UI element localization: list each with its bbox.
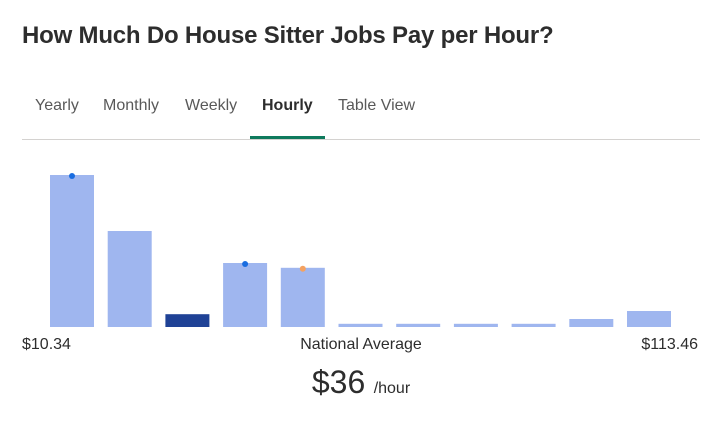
bar-marker-dot <box>299 265 306 272</box>
pay-histogram-chart <box>50 173 671 327</box>
histogram-bar[interactable] <box>396 323 441 327</box>
tab-weekly[interactable]: Weekly <box>185 86 237 136</box>
histogram-bar[interactable] <box>280 267 325 327</box>
range-max-label: $113.46 <box>641 336 698 353</box>
national-average: $36 /hour <box>0 364 722 401</box>
bar-marker-dot <box>242 261 249 267</box>
histogram-bar[interactable] <box>338 323 383 327</box>
range-min-label: $10.34 <box>22 336 71 353</box>
pay-period-tabs: Yearly Monthly Weekly Hourly Table View <box>22 86 700 140</box>
histogram-bar[interactable] <box>107 231 152 327</box>
tab-yearly-label: Yearly <box>35 97 79 114</box>
national-average-caption: National Average <box>300 336 422 353</box>
tab-monthly[interactable]: Monthly <box>103 86 159 136</box>
bar-marker-dot <box>69 173 75 179</box>
tab-monthly-label: Monthly <box>103 97 160 114</box>
tab-weekly-label: Weekly <box>185 97 238 114</box>
histogram-bar[interactable] <box>223 263 268 327</box>
histogram-bar[interactable] <box>569 319 614 327</box>
tab-yearly[interactable]: Yearly <box>35 86 79 136</box>
tab-table-view[interactable]: Table View <box>338 86 415 136</box>
histogram-bar[interactable] <box>511 323 556 327</box>
page-title: How Much Do House Sitter Jobs Pay per Ho… <box>22 22 554 49</box>
tab-hourly-label: Hourly <box>262 97 313 114</box>
histogram-bar[interactable] <box>453 323 498 327</box>
tab-hourly[interactable]: Hourly <box>250 86 325 139</box>
tab-table-view-label: Table View <box>338 97 416 114</box>
average-unit: /hour <box>373 380 411 397</box>
average-amount: $36 <box>311 364 366 400</box>
histogram-bar[interactable] <box>165 314 210 327</box>
tab-underline <box>250 136 325 139</box>
histogram-bar[interactable] <box>627 311 671 327</box>
histogram-bar[interactable] <box>50 175 94 327</box>
